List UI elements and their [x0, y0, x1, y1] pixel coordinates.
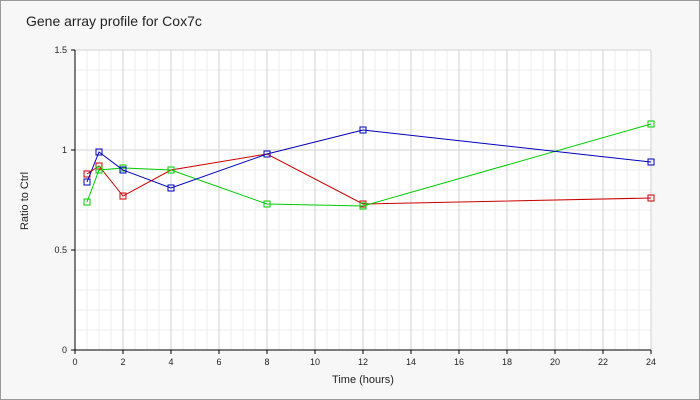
x-tick-label: 12 — [358, 357, 368, 367]
data-point — [95, 166, 103, 174]
data-point — [647, 194, 655, 202]
y-tick-label: 1 — [62, 145, 67, 155]
data-point — [167, 184, 175, 192]
data-point — [95, 162, 103, 170]
data-point — [263, 150, 271, 158]
x-tick-label: 20 — [550, 357, 560, 367]
data-point — [167, 166, 175, 174]
data-point — [359, 202, 367, 210]
data-point — [359, 126, 367, 134]
x-tick-label: 22 — [598, 357, 608, 367]
y-tick-label: 0.5 — [54, 245, 67, 255]
data-point — [119, 192, 127, 200]
series-line — [86, 123, 652, 207]
x-tick-label: 2 — [120, 357, 125, 367]
x-tick-label: 16 — [454, 357, 464, 367]
x-tick-label: 24 — [646, 357, 656, 367]
x-tick-label: 6 — [216, 357, 221, 367]
x-tick-label: 10 — [310, 357, 320, 367]
data-point — [263, 200, 271, 208]
data-point — [83, 198, 91, 206]
data-point — [647, 120, 655, 128]
data-point — [647, 158, 655, 166]
x-axis-label: Time (hours) — [332, 374, 394, 386]
x-tick-label: 8 — [264, 357, 269, 367]
data-point — [95, 148, 103, 156]
chart-title: Gene array profile for Cox7c — [26, 13, 202, 29]
y-tick-label: 0 — [62, 345, 67, 355]
series-line — [86, 129, 652, 189]
x-tick-label: 0 — [72, 357, 77, 367]
data-point — [119, 166, 127, 174]
data-point — [83, 178, 91, 186]
y-tick-label: 1.5 — [54, 45, 67, 55]
x-tick-label: 14 — [406, 357, 416, 367]
x-tick-label: 4 — [168, 357, 173, 367]
x-tick-label: 18 — [502, 357, 512, 367]
